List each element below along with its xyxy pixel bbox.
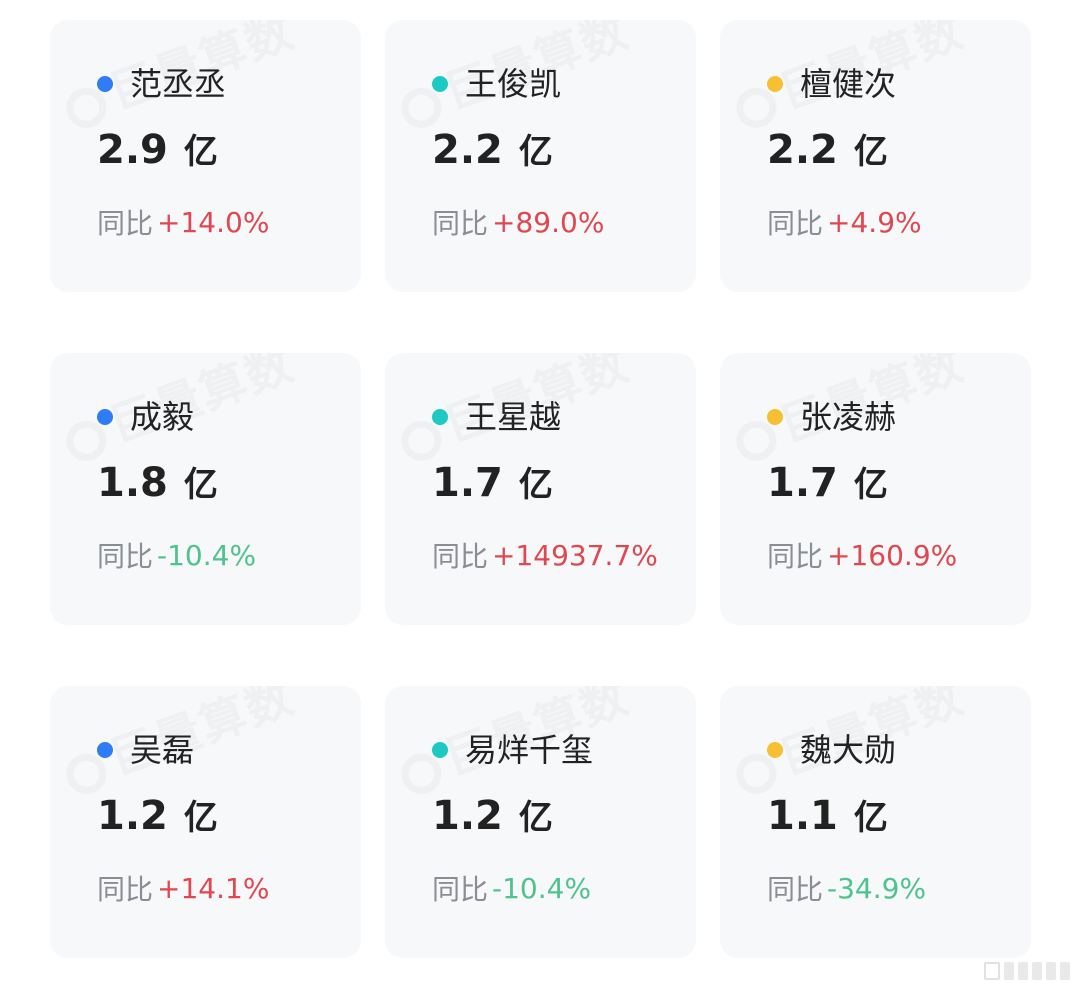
yoy-row: 同比 +160.9%	[767, 535, 957, 575]
yoy-row: 同比 -10.4%	[432, 868, 591, 908]
value-row: 1.2 亿	[97, 790, 218, 842]
yoy-label: 同比	[97, 873, 154, 906]
value-row: 1.7 亿	[767, 457, 888, 509]
yoy-row: 同比 +14.1%	[97, 868, 269, 908]
person-name: 范丞丞	[130, 65, 227, 103]
series-dot-icon	[767, 742, 783, 758]
corner-watermark-icon	[984, 962, 1000, 980]
stat-card: 巨量算数 王星越 1.7 亿 同比 +14937.7%	[385, 353, 696, 625]
stat-card: 巨量算数 张凌赫 1.7 亿 同比 +160.9%	[720, 353, 1031, 625]
series-dot-icon	[767, 76, 783, 92]
stat-unit: 亿	[183, 465, 218, 505]
stat-value: 1.8	[97, 460, 168, 506]
stat-unit: 亿	[518, 132, 553, 172]
person-name: 吴磊	[130, 731, 195, 769]
stat-value: 1.7	[767, 460, 838, 506]
yoy-row: 同比 +4.9%	[767, 202, 922, 242]
yoy-value: +14.0%	[157, 205, 270, 239]
corner-watermark-bar	[1018, 962, 1028, 980]
stat-unit: 亿	[183, 798, 218, 838]
series-dot-icon	[97, 76, 113, 92]
stat-value: 2.9	[97, 127, 168, 173]
value-row: 1.7 亿	[432, 457, 553, 509]
series-dot-icon	[432, 742, 448, 758]
series-dot-icon	[97, 742, 113, 758]
stat-value: 2.2	[432, 127, 503, 173]
card-header: 魏大勋	[767, 728, 896, 772]
yoy-row: 同比 +89.0%	[432, 202, 604, 242]
corner-watermark-bar	[1060, 962, 1070, 980]
series-dot-icon	[432, 76, 448, 92]
card-header: 王俊凯	[432, 62, 561, 106]
yoy-row: 同比 -34.9%	[767, 868, 926, 908]
stat-unit: 亿	[518, 798, 553, 838]
yoy-value: +89.0%	[492, 205, 605, 239]
yoy-row: 同比 +14.0%	[97, 202, 269, 242]
stats-card-grid: 巨量算数 范丞丞 2.9 亿 同比 +14.0% 巨量算数 王俊凯 2.2 亿 …	[50, 20, 1034, 958]
stat-value: 1.2	[432, 793, 503, 839]
yoy-label: 同比	[97, 207, 154, 240]
yoy-value: -34.9%	[827, 871, 927, 905]
stat-value: 1.7	[432, 460, 503, 506]
card-header: 易烊千玺	[432, 728, 593, 772]
person-name: 王星越	[465, 398, 562, 436]
yoy-value: -10.4%	[157, 538, 257, 572]
stat-unit: 亿	[518, 465, 553, 505]
series-dot-icon	[767, 409, 783, 425]
stat-unit: 亿	[853, 465, 888, 505]
yoy-value: +160.9%	[827, 538, 958, 572]
corner-watermark-bar	[1004, 962, 1014, 980]
series-dot-icon	[97, 409, 113, 425]
yoy-value: -10.4%	[492, 871, 592, 905]
yoy-value: +14.1%	[157, 871, 270, 905]
person-name: 易烊千玺	[465, 731, 594, 769]
value-row: 2.9 亿	[97, 124, 218, 176]
yoy-label: 同比	[432, 873, 489, 906]
stat-unit: 亿	[853, 798, 888, 838]
person-name: 张凌赫	[800, 398, 897, 436]
card-header: 范丞丞	[97, 62, 226, 106]
card-header: 檀健次	[767, 62, 896, 106]
yoy-label: 同比	[432, 540, 489, 573]
yoy-value: +4.9%	[827, 205, 922, 239]
stat-value: 2.2	[767, 127, 838, 173]
stat-value: 1.2	[97, 793, 168, 839]
card-header: 王星越	[432, 395, 561, 439]
person-name: 成毅	[130, 398, 195, 436]
person-name: 魏大勋	[800, 731, 897, 769]
yoy-row: 同比 +14937.7%	[432, 535, 658, 575]
yoy-label: 同比	[432, 207, 489, 240]
corner-watermark-bar	[1032, 962, 1042, 980]
yoy-label: 同比	[767, 207, 824, 240]
corner-watermark	[984, 962, 1070, 980]
person-name: 檀健次	[800, 65, 897, 103]
stat-card: 巨量算数 范丞丞 2.9 亿 同比 +14.0%	[50, 20, 361, 292]
card-header: 吴磊	[97, 728, 194, 772]
person-name: 王俊凯	[465, 65, 562, 103]
yoy-label: 同比	[767, 540, 824, 573]
stat-card: 巨量算数 王俊凯 2.2 亿 同比 +89.0%	[385, 20, 696, 292]
stat-card: 巨量算数 檀健次 2.2 亿 同比 +4.9%	[720, 20, 1031, 292]
yoy-label: 同比	[97, 540, 154, 573]
stat-card: 巨量算数 成毅 1.8 亿 同比 -10.4%	[50, 353, 361, 625]
value-row: 1.2 亿	[432, 790, 553, 842]
value-row: 2.2 亿	[767, 124, 888, 176]
stat-card: 巨量算数 易烊千玺 1.2 亿 同比 -10.4%	[385, 686, 696, 958]
corner-watermark-bar	[1046, 962, 1056, 980]
value-row: 1.8 亿	[97, 457, 218, 509]
yoy-value: +14937.7%	[492, 538, 658, 572]
stat-value: 1.1	[767, 793, 838, 839]
value-row: 2.2 亿	[432, 124, 553, 176]
yoy-row: 同比 -10.4%	[97, 535, 256, 575]
card-header: 成毅	[97, 395, 194, 439]
stat-card: 巨量算数 吴磊 1.2 亿 同比 +14.1%	[50, 686, 361, 958]
stat-unit: 亿	[183, 132, 218, 172]
stat-unit: 亿	[853, 132, 888, 172]
card-header: 张凌赫	[767, 395, 896, 439]
value-row: 1.1 亿	[767, 790, 888, 842]
yoy-label: 同比	[767, 873, 824, 906]
stat-card: 巨量算数 魏大勋 1.1 亿 同比 -34.9%	[720, 686, 1031, 958]
series-dot-icon	[432, 409, 448, 425]
